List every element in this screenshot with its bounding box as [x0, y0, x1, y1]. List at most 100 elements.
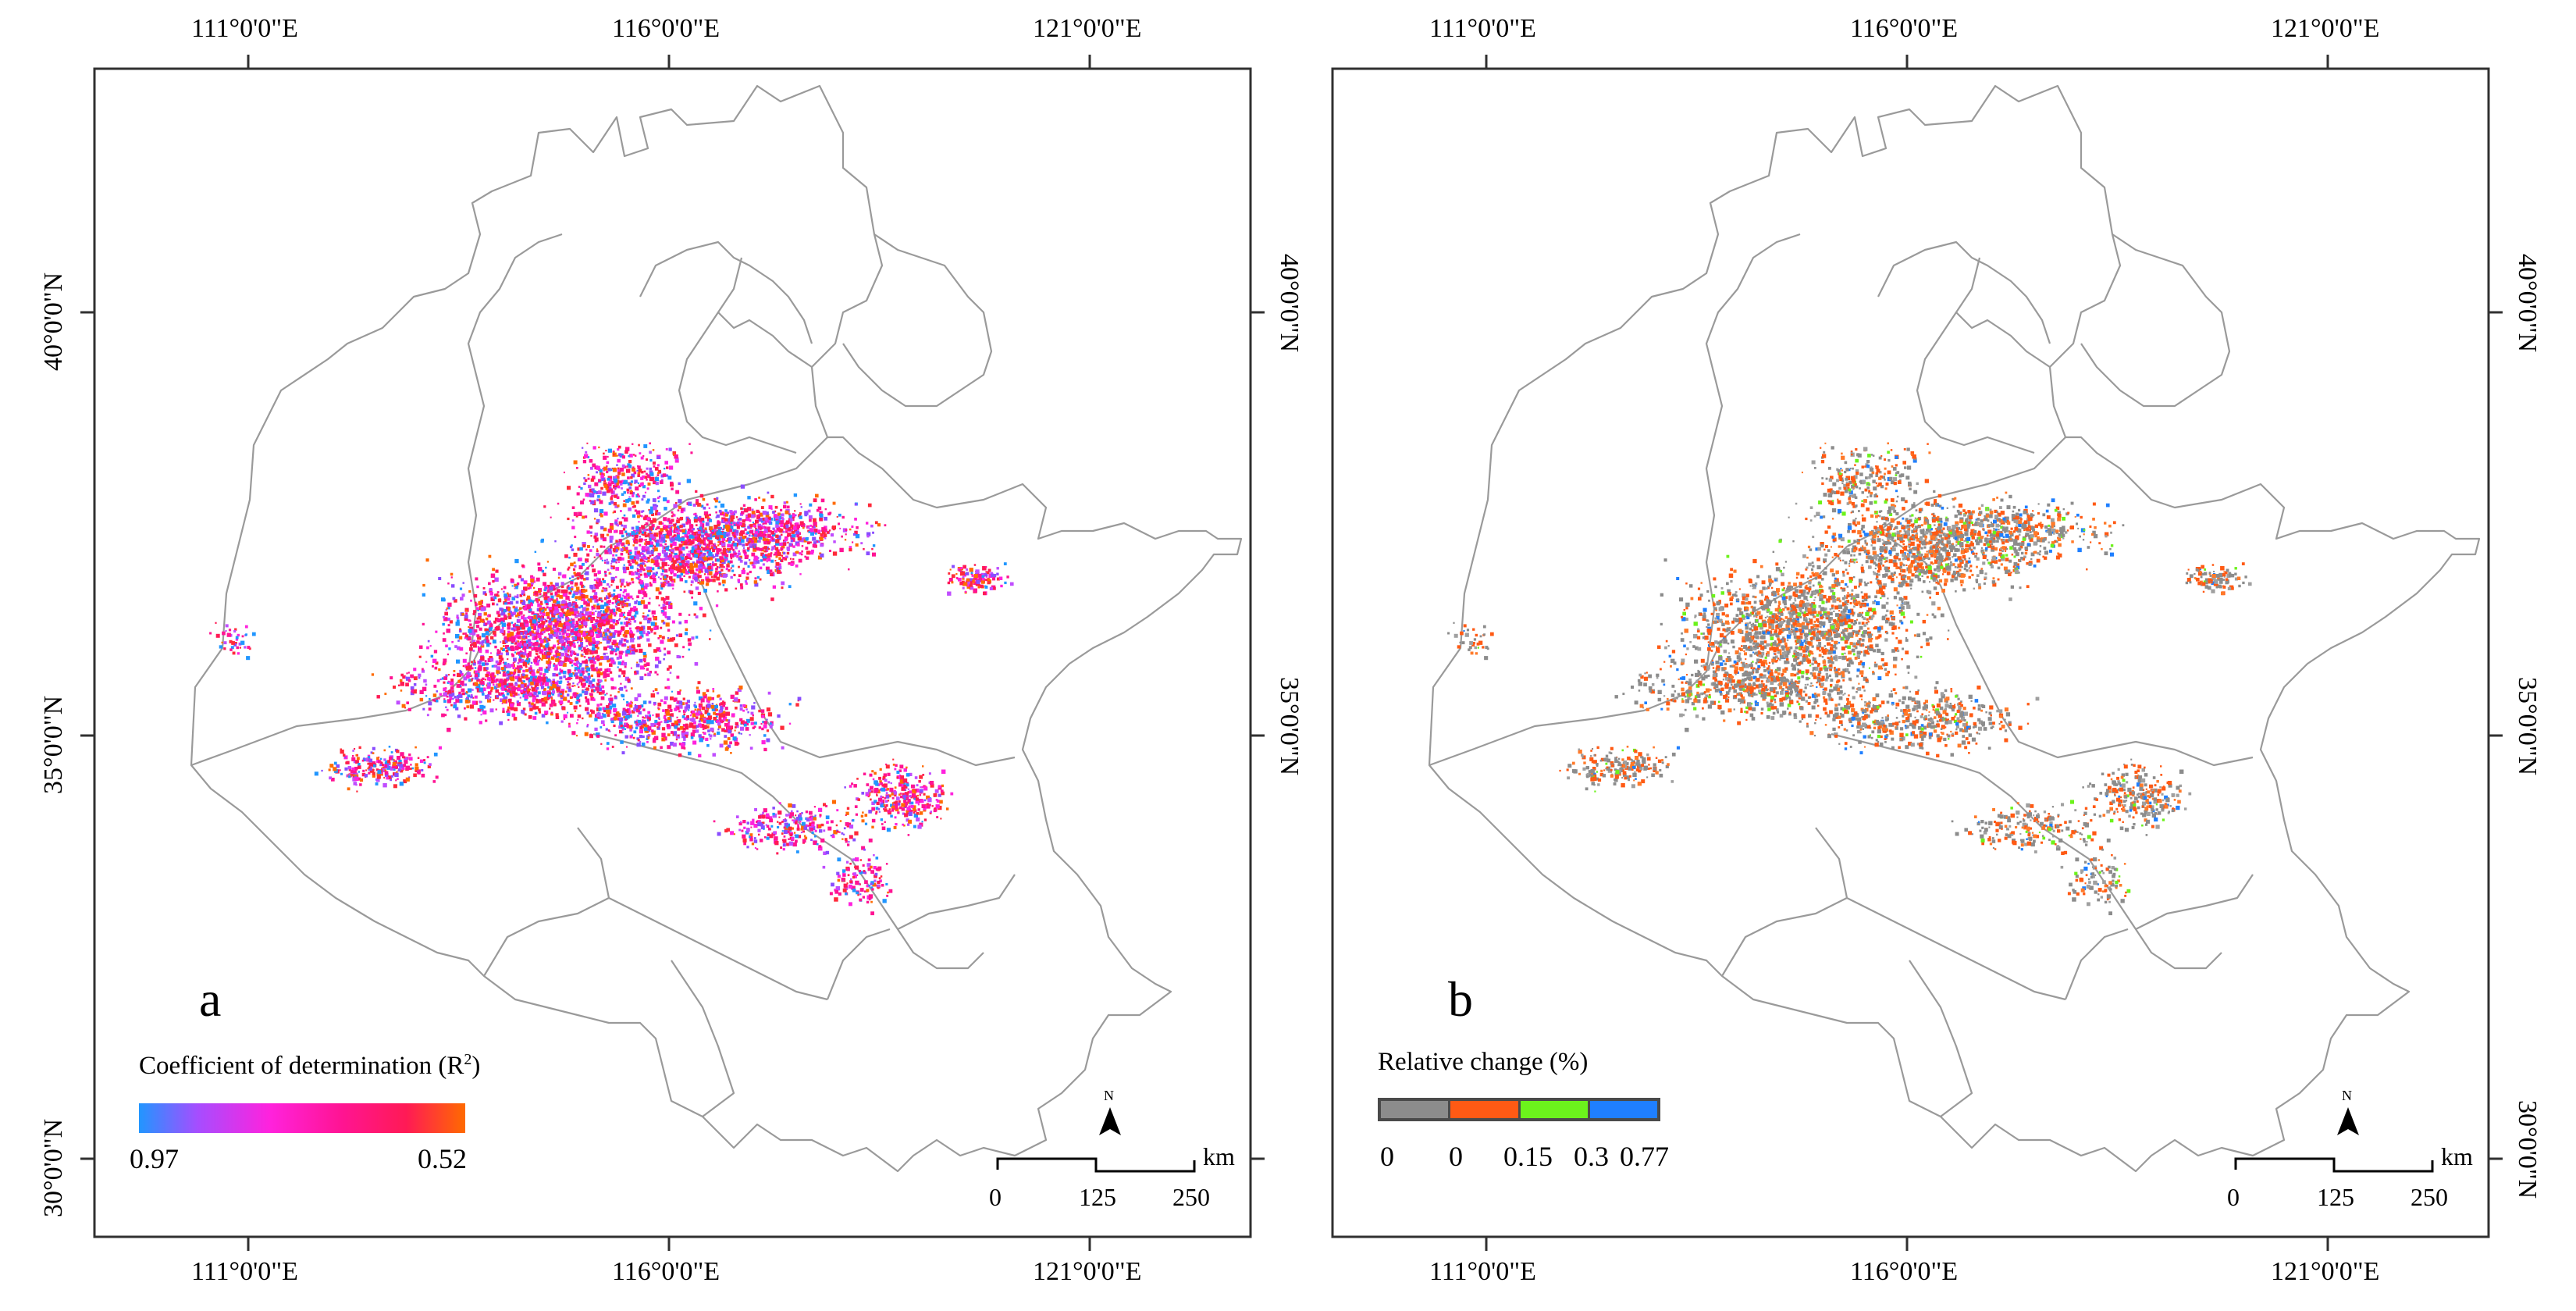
raster-pixel	[442, 622, 445, 626]
raster-pixel	[530, 603, 533, 607]
raster-pixel	[815, 525, 817, 528]
raster-pixel	[486, 620, 491, 625]
raster-pixel	[742, 568, 745, 570]
raster-pixel	[568, 638, 570, 641]
raster-pixel	[504, 688, 507, 691]
raster-pixel	[716, 497, 719, 500]
raster-pixel	[655, 587, 660, 592]
raster-pixel	[621, 516, 624, 519]
raster-pixel	[443, 687, 447, 692]
raster-pixel	[552, 680, 555, 684]
raster-pixel	[493, 683, 495, 686]
raster-pixel	[697, 708, 702, 713]
raster-pixel	[685, 580, 688, 583]
raster-pixel	[590, 693, 593, 696]
raster-pixel	[559, 612, 564, 617]
raster-pixel	[579, 704, 582, 707]
raster-pixel	[502, 648, 505, 651]
raster-pixel	[487, 698, 492, 703]
raster-pixel	[531, 611, 535, 615]
raster-pixel	[717, 524, 720, 527]
raster-pixel	[699, 704, 702, 707]
raster-pixel	[448, 674, 450, 676]
raster-pixel	[489, 622, 493, 625]
raster-pixel	[725, 568, 728, 571]
raster-pixel	[722, 533, 727, 538]
raster-pixel	[540, 631, 544, 635]
raster-pixel	[809, 503, 813, 507]
raster-pixel	[696, 524, 698, 526]
raster-pixel	[649, 566, 653, 570]
raster-pixel	[579, 621, 582, 623]
raster-pixel	[534, 622, 539, 626]
raster-pixel	[706, 563, 712, 568]
raster-pixel	[456, 684, 461, 688]
raster-pixel	[758, 726, 762, 729]
raster-pixel	[667, 582, 671, 587]
raster-pixel	[762, 547, 764, 550]
raster-pixel	[573, 511, 578, 516]
raster-pixel	[593, 639, 596, 642]
raster-pixel	[474, 629, 478, 632]
raster-pixel	[651, 524, 655, 528]
raster-pixel	[447, 618, 450, 621]
raster-pixel	[664, 714, 667, 718]
raster-pixel	[564, 612, 568, 616]
raster-pixel	[524, 617, 527, 620]
raster-pixel	[585, 577, 589, 581]
raster-pixel	[526, 656, 529, 659]
raster-pixel	[685, 570, 689, 575]
raster-pixel	[618, 642, 622, 646]
raster-pixel	[600, 557, 603, 560]
raster-pixel	[721, 728, 725, 732]
raster-pixel	[644, 542, 647, 545]
raster-pixel	[692, 554, 696, 558]
raster-pixel	[596, 553, 600, 557]
raster-pixel	[496, 661, 501, 666]
raster-pixel	[500, 621, 503, 624]
raster-pixel	[657, 707, 660, 709]
raster-pixel	[700, 504, 704, 508]
raster-pixel	[813, 498, 817, 503]
raster-pixel	[447, 680, 450, 683]
raster-pixel	[872, 544, 876, 547]
raster-pixel	[610, 572, 612, 575]
raster-pixel	[636, 595, 639, 599]
raster-pixel	[751, 540, 754, 543]
raster-pixel	[568, 682, 571, 686]
raster-pixel	[703, 725, 707, 729]
raster-pixel	[712, 579, 716, 582]
raster-pixel	[489, 636, 494, 639]
raster-pixel	[756, 547, 760, 550]
raster-pixel	[455, 707, 459, 711]
raster-pixel	[610, 659, 615, 664]
raster-pixel	[668, 549, 671, 551]
raster-pixel	[544, 668, 549, 673]
raster-pixel	[644, 729, 648, 733]
raster-pixel	[763, 531, 767, 534]
raster-pixel	[407, 672, 410, 674]
raster-pixel	[436, 700, 439, 703]
raster-pixel	[537, 625, 541, 628]
raster-pixel	[648, 509, 650, 511]
raster-pixel	[456, 616, 458, 618]
raster-pixel	[538, 659, 541, 661]
raster-pixel	[720, 503, 725, 508]
raster-pixel	[518, 669, 521, 672]
raster-pixel	[719, 563, 722, 566]
raster-pixel	[594, 629, 597, 632]
raster-pixel	[599, 508, 604, 514]
raster-pixel	[561, 706, 566, 711]
raster-pixel	[606, 639, 610, 644]
raster-pixel	[596, 518, 600, 523]
raster-pixel	[467, 697, 469, 700]
raster-pixel	[707, 700, 710, 704]
raster-pixel	[718, 531, 723, 536]
raster-pixel	[611, 602, 614, 604]
raster-pixel	[813, 541, 817, 545]
raster-pixel	[792, 534, 795, 538]
raster-pixel	[703, 694, 707, 699]
raster-pixel	[718, 548, 722, 552]
raster-pixel	[461, 593, 465, 597]
raster-pixel	[474, 675, 479, 680]
